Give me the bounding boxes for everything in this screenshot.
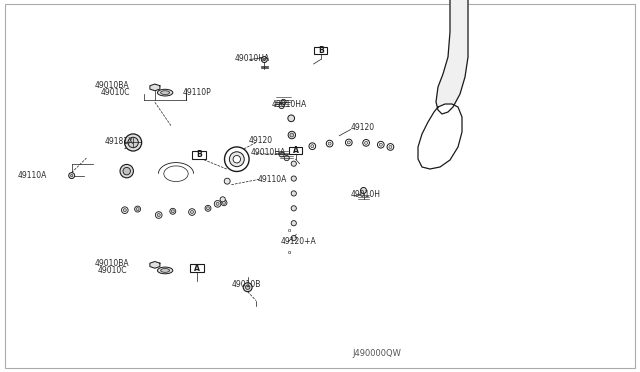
Circle shape — [288, 115, 294, 122]
Circle shape — [124, 209, 126, 212]
Circle shape — [224, 178, 230, 184]
Circle shape — [291, 235, 296, 241]
Circle shape — [346, 139, 352, 146]
Text: 49110A: 49110A — [18, 171, 47, 180]
Circle shape — [221, 200, 227, 206]
Text: 49010H: 49010H — [351, 190, 381, 199]
Circle shape — [328, 142, 331, 145]
Circle shape — [279, 103, 284, 109]
Ellipse shape — [161, 91, 170, 94]
Text: A: A — [292, 146, 299, 155]
Circle shape — [223, 201, 225, 204]
Circle shape — [170, 208, 176, 214]
Circle shape — [214, 201, 221, 207]
Circle shape — [363, 140, 369, 146]
Circle shape — [389, 145, 392, 148]
Circle shape — [189, 209, 195, 215]
Circle shape — [284, 155, 289, 161]
Text: 49110A: 49110A — [257, 175, 287, 184]
Text: 49010C: 49010C — [97, 266, 127, 275]
Circle shape — [125, 134, 141, 151]
Circle shape — [220, 197, 225, 202]
Text: 49010BA: 49010BA — [95, 81, 129, 90]
Circle shape — [191, 211, 193, 214]
Circle shape — [326, 140, 333, 147]
Text: 49110P: 49110P — [182, 88, 211, 97]
Circle shape — [380, 143, 382, 146]
Polygon shape — [150, 262, 160, 268]
Text: 49010BA: 49010BA — [95, 259, 129, 268]
Circle shape — [68, 173, 75, 179]
Circle shape — [291, 206, 296, 211]
Circle shape — [122, 207, 128, 214]
Text: 49010HA: 49010HA — [271, 100, 307, 109]
Text: 49181X: 49181X — [105, 137, 134, 146]
Circle shape — [207, 207, 209, 210]
Circle shape — [261, 57, 268, 62]
Text: 49120+A: 49120+A — [280, 237, 316, 246]
Circle shape — [70, 174, 73, 177]
Circle shape — [309, 143, 316, 150]
Circle shape — [136, 208, 139, 211]
Text: 49010HA: 49010HA — [234, 54, 269, 63]
Circle shape — [291, 161, 296, 166]
Ellipse shape — [157, 89, 173, 96]
Circle shape — [360, 187, 367, 193]
Circle shape — [243, 283, 252, 292]
Circle shape — [279, 152, 284, 157]
Text: 49120: 49120 — [248, 136, 273, 145]
FancyBboxPatch shape — [314, 46, 328, 54]
Text: B: B — [318, 46, 323, 55]
Polygon shape — [150, 84, 160, 91]
Circle shape — [120, 164, 133, 178]
Circle shape — [291, 191, 296, 196]
Circle shape — [205, 205, 211, 211]
Circle shape — [387, 144, 394, 150]
Circle shape — [246, 285, 250, 289]
Polygon shape — [418, 104, 462, 169]
Circle shape — [156, 212, 162, 218]
Text: A: A — [194, 263, 200, 273]
Circle shape — [128, 137, 138, 148]
Text: o: o — [287, 250, 291, 256]
Text: B: B — [196, 150, 202, 160]
Circle shape — [378, 141, 384, 148]
Circle shape — [348, 141, 350, 144]
Circle shape — [216, 202, 219, 205]
Circle shape — [134, 206, 141, 212]
Text: 49010B: 49010B — [232, 280, 261, 289]
Circle shape — [263, 58, 266, 61]
Circle shape — [365, 141, 367, 144]
Circle shape — [225, 147, 249, 171]
FancyBboxPatch shape — [289, 147, 303, 154]
Circle shape — [290, 133, 294, 137]
Polygon shape — [436, 0, 468, 114]
Circle shape — [311, 145, 314, 148]
Circle shape — [291, 176, 296, 181]
FancyBboxPatch shape — [190, 264, 204, 272]
Circle shape — [229, 152, 244, 167]
Text: 49010C: 49010C — [101, 88, 131, 97]
Text: o: o — [287, 228, 291, 233]
Circle shape — [233, 155, 241, 163]
Circle shape — [288, 131, 296, 139]
FancyBboxPatch shape — [192, 151, 206, 159]
Circle shape — [157, 214, 160, 217]
Circle shape — [123, 167, 131, 175]
Text: 49010HA: 49010HA — [251, 148, 286, 157]
Circle shape — [281, 99, 286, 105]
Text: 49120: 49120 — [351, 123, 375, 132]
Circle shape — [172, 210, 174, 213]
Ellipse shape — [161, 269, 170, 272]
Ellipse shape — [157, 267, 173, 274]
Circle shape — [291, 221, 296, 226]
Text: J490000QW: J490000QW — [353, 349, 401, 358]
